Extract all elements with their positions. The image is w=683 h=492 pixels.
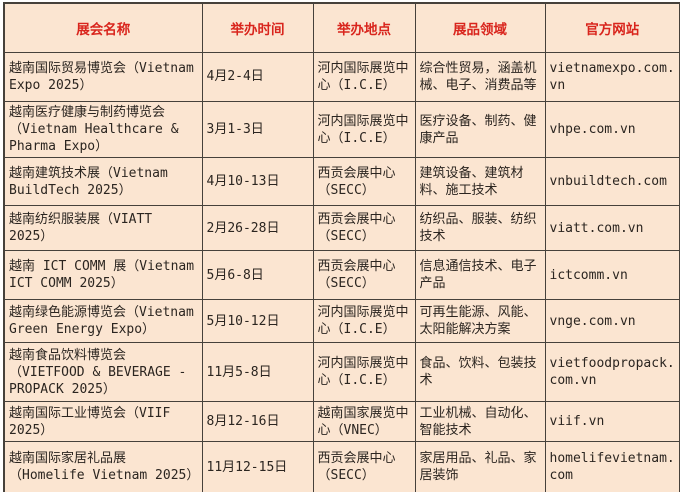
table-row: 越南国际工业博览会（VIIF 2025） 8月12-16日 越南国家展览中心（V… bbox=[3, 401, 680, 443]
column-header-exhibition-name: 展会名称 bbox=[3, 2, 203, 53]
table-row: 越南建筑技术展（Vietnam BuildTech 2025） 4月10-13日… bbox=[3, 157, 680, 207]
exhibition-fields: 医疗设备、制药、健康产品 bbox=[414, 100, 546, 159]
column-header-date: 举办时间 bbox=[201, 2, 314, 53]
exhibition-name: 越南国际贸易博览会（Vietnam Expo 2025） bbox=[3, 52, 203, 102]
exhibition-name: 越南纺织服装展（VIATT 2025） bbox=[3, 205, 203, 252]
exhibition-date: 5月10-12日 bbox=[201, 299, 314, 344]
exhibition-website: vnbuildtech.com bbox=[544, 157, 680, 207]
exhibition-fields: 纺织品、服装、纺织技术 bbox=[414, 205, 546, 252]
exhibition-fields: 建筑设备、建筑材料、施工技术 bbox=[414, 157, 546, 207]
exhibition-fields: 可再生能源、风能、太阳能解决方案 bbox=[414, 299, 546, 344]
exhibition-date: 2月26-28日 bbox=[201, 205, 314, 252]
exhibition-name: 越南国际工业博览会（VIIF 2025） bbox=[3, 401, 203, 443]
exhibition-name: 越南食品饮料博览会（VIETFOOD & BEVERAGE - PROPACK … bbox=[3, 342, 203, 403]
exhibition-fields: 工业机械、自动化、智能技术 bbox=[414, 401, 546, 443]
exhibition-fields: 食品、饮料、包装技术 bbox=[414, 342, 546, 403]
column-header-fields: 展品领域 bbox=[414, 2, 546, 53]
exhibition-venue: 河内国际展览中心（I.C.E） bbox=[312, 342, 416, 403]
exhibition-website: viif.vn bbox=[544, 401, 680, 443]
exhibition-name: 越南 ICT COMM 展（Vietnam ICT COMM 2025） bbox=[3, 250, 203, 301]
exhibition-venue: 越南国家展览中心（VNEC） bbox=[312, 401, 416, 443]
header-row: 展会名称 举办时间 举办地点 展品领域 官方网站 bbox=[3, 2, 680, 53]
exhibition-venue: 西贡会展中心（SECC） bbox=[312, 441, 416, 492]
table-row: 越南医疗健康与制药博览会（Vietnam Healthcare & Pharma… bbox=[3, 100, 680, 159]
exhibition-name: 越南国际家居礼品展（Homelife Vietnam 2025） bbox=[3, 441, 203, 492]
exhibition-date: 4月10-13日 bbox=[201, 157, 314, 207]
table-row: 越南国际家居礼品展（Homelife Vietnam 2025） 11月12-1… bbox=[3, 441, 680, 492]
exhibition-venue: 西贡会展中心（SECC） bbox=[312, 205, 416, 252]
exhibition-name: 越南绿色能源博览会（Vietnam Green Energy Expo） bbox=[3, 299, 203, 344]
exhibition-fields: 家居用品、礼品、家居装饰 bbox=[414, 441, 546, 492]
exhibition-website: vhpe.com.vn bbox=[544, 100, 680, 159]
table-row: 越南 ICT COMM 展（Vietnam ICT COMM 2025） 5月6… bbox=[3, 250, 680, 301]
exhibition-website: viatt.com.vn bbox=[544, 205, 680, 252]
exhibition-venue: 河内国际展览中心（I.C.E） bbox=[312, 100, 416, 159]
column-header-venue: 举办地点 bbox=[312, 2, 416, 53]
table-row: 越南食品饮料博览会（VIETFOOD & BEVERAGE - PROPACK … bbox=[3, 342, 680, 403]
exhibition-date: 11月5-8日 bbox=[201, 342, 314, 403]
table-row: 越南国际贸易博览会（Vietnam Expo 2025） 4月2-4日 河内国际… bbox=[3, 52, 680, 102]
exhibition-website: homelifevietnam.com bbox=[544, 441, 680, 492]
exhibition-fields: 信息通信技术、电子产品 bbox=[414, 250, 546, 301]
exhibition-venue: 河内国际展览中心（I.C.E） bbox=[312, 299, 416, 344]
exhibition-name: 越南医疗健康与制药博览会（Vietnam Healthcare & Pharma… bbox=[3, 100, 203, 159]
exhibition-table-container: 展会名称 举办时间 举办地点 展品领域 官方网站 越南国际贸易博览会（Vietn… bbox=[3, 2, 680, 492]
exhibition-date: 11月12-15日 bbox=[201, 441, 314, 492]
exhibition-venue: 河内国际展览中心（I.C.E） bbox=[312, 52, 416, 102]
exhibition-name: 越南建筑技术展（Vietnam BuildTech 2025） bbox=[3, 157, 203, 207]
exhibition-venue: 西贡会展中心（SECC） bbox=[312, 157, 416, 207]
exhibition-venue: 西贡会展中心（SECC） bbox=[312, 250, 416, 301]
exhibition-website: vietnamexpo.com.vn bbox=[544, 52, 680, 102]
vietnam-exhibitions-table: 展会名称 举办时间 举办地点 展品领域 官方网站 越南国际贸易博览会（Vietn… bbox=[3, 2, 680, 492]
column-header-website: 官方网站 bbox=[544, 2, 680, 53]
exhibition-date: 4月2-4日 bbox=[201, 52, 314, 102]
exhibition-website: vnge.com.vn bbox=[544, 299, 680, 344]
exhibition-website: vietfoodpropack.com.vn bbox=[544, 342, 680, 403]
table-row: 越南绿色能源博览会（Vietnam Green Energy Expo） 5月1… bbox=[3, 299, 680, 344]
table-row: 越南纺织服装展（VIATT 2025） 2月26-28日 西贡会展中心（SECC… bbox=[3, 205, 680, 252]
exhibition-website: ictcomm.vn bbox=[544, 250, 680, 301]
exhibition-date: 8月12-16日 bbox=[201, 401, 314, 443]
exhibition-fields: 综合性贸易，涵盖机械、电子、消费品等 bbox=[414, 52, 546, 102]
exhibition-date: 5月6-8日 bbox=[201, 250, 314, 301]
exhibition-date: 3月1-3日 bbox=[201, 100, 314, 159]
